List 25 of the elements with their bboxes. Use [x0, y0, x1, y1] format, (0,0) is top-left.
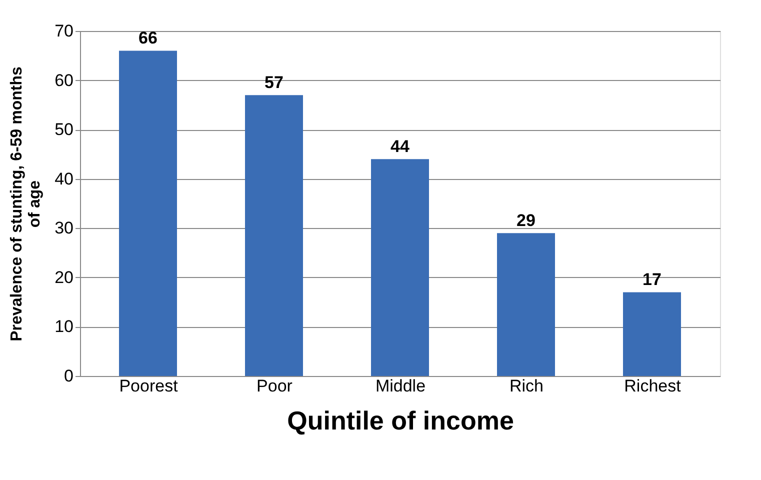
y-tick-label: 10: [54, 317, 74, 336]
bar: [497, 233, 555, 376]
x-axis-title: Quintile of income: [287, 406, 514, 436]
data-label: 17: [642, 270, 662, 290]
bar: [245, 95, 303, 376]
y-tick-label: 40: [54, 169, 74, 188]
y-tick-label: 70: [54, 22, 74, 40]
x-tick-label: Middle: [375, 376, 426, 396]
y-axis-title: Prevalence of stunting, 6-59 months of age: [8, 66, 44, 342]
x-tick-label: Poorest: [119, 376, 178, 396]
bar: [623, 292, 681, 376]
bar: [119, 50, 177, 376]
x-tick-label: Richest: [624, 376, 682, 396]
y-tick-label: 60: [54, 70, 74, 90]
bar: [371, 159, 429, 376]
x-tick-label: Rich: [509, 376, 544, 396]
y-tick-label: 30: [54, 218, 74, 238]
data-label: 66: [138, 28, 158, 48]
x-tick-label: Poor: [256, 376, 293, 396]
y-tick-label: 20: [54, 268, 74, 287]
data-label: 29: [516, 211, 536, 230]
data-label: 44: [390, 137, 410, 156]
y-tick-label: 50: [54, 120, 74, 140]
data-label: 57: [264, 73, 284, 92]
y-tick-label: 0: [64, 366, 74, 386]
